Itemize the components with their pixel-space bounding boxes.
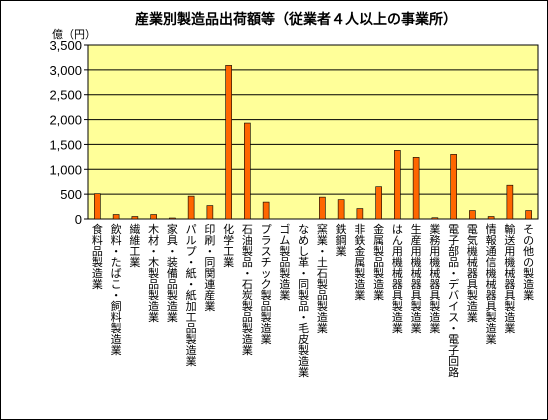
category-label: パルプ・紙・紙加工品製造業 [186, 223, 197, 368]
bar [150, 214, 157, 220]
bar [525, 210, 532, 220]
category-label: 印刷・同関連産業 [204, 223, 215, 313]
category-label: その他の製造業 [523, 223, 534, 302]
category-label: はん用機械器具製造業 [392, 223, 403, 335]
bar [206, 205, 214, 220]
bar [356, 208, 364, 220]
category-label: プラスチック製品製造業 [261, 223, 272, 346]
bar [337, 199, 345, 220]
bar [244, 122, 251, 220]
bar [225, 65, 232, 220]
bar [94, 193, 101, 220]
bar [431, 217, 439, 220]
bar [112, 214, 120, 220]
category-label: なめし革・同製品・毛皮製造業 [298, 223, 309, 379]
grid-lines [88, 69, 538, 195]
bar [187, 195, 195, 220]
category-label: 金属製品製造業 [373, 222, 384, 302]
bar [394, 150, 401, 220]
bar [412, 157, 420, 220]
y-tick-label: 1,000 [49, 162, 82, 177]
category-label: 非鉄金属製造業 [354, 223, 365, 302]
category-label: 輸送用機械器具製造業 [504, 222, 515, 335]
bar [506, 184, 514, 220]
bar [131, 216, 139, 220]
category-label: 窯業・土石製品製造業 [317, 222, 328, 335]
category-label: 情報通信機械器具製造業 [486, 223, 497, 346]
y-tick-label: 3,500 [49, 38, 82, 53]
chart-title: 産業別製造品出荷額等（従業者４人以上の事業所） [135, 11, 457, 28]
category-label: ゴム製品製造業 [279, 222, 290, 302]
category-label: 鉄鋼業 [336, 222, 347, 258]
y-tick-label: 3,000 [49, 63, 82, 78]
plot-area [87, 44, 539, 220]
category-label: 電気機械器具製造業 [467, 223, 478, 324]
bars [94, 65, 532, 220]
category-label: 生産用機械器具製造業 [411, 222, 422, 335]
bar [262, 201, 270, 220]
category-label: 家具・装備品製造業 [167, 222, 178, 324]
y-axis-ticks: 0 500 1,000 1,500 2,000 2,500 3,000 3,500 [49, 38, 88, 227]
category-label: 食料品製造業 [92, 222, 103, 291]
y-tick-label: 0 [75, 212, 82, 227]
bar [487, 216, 495, 220]
category-labels: 食料品製造業飲料・たばこ・飼料製造業繊維工業木材・木製品製造業家具・装備品製造業… [92, 222, 534, 379]
category-label: 繊維工業 [129, 223, 140, 269]
category-label: 木材・木製品製造業 [148, 223, 159, 324]
bar [375, 186, 382, 220]
y-tick-label: 1,500 [49, 137, 82, 152]
bar [450, 154, 457, 220]
y-tick-label: 500 [60, 187, 82, 202]
category-label: 業務用機械器具製造業 [429, 223, 440, 335]
bar [319, 196, 326, 220]
category-label: 石油製品・石炭製品製造業 [242, 223, 253, 357]
category-label: 飲料・たばこ・飼料製造業 [111, 222, 122, 357]
category-label: 化学工業 [223, 222, 234, 269]
unit-label: 億（円） [52, 28, 96, 41]
bar [169, 217, 176, 220]
y-tick-label: 2,000 [49, 113, 82, 128]
bar [469, 210, 476, 220]
category-label: 電子部品・デバイス・電子回路 [448, 223, 459, 379]
y-tick-label: 2,500 [49, 88, 82, 103]
